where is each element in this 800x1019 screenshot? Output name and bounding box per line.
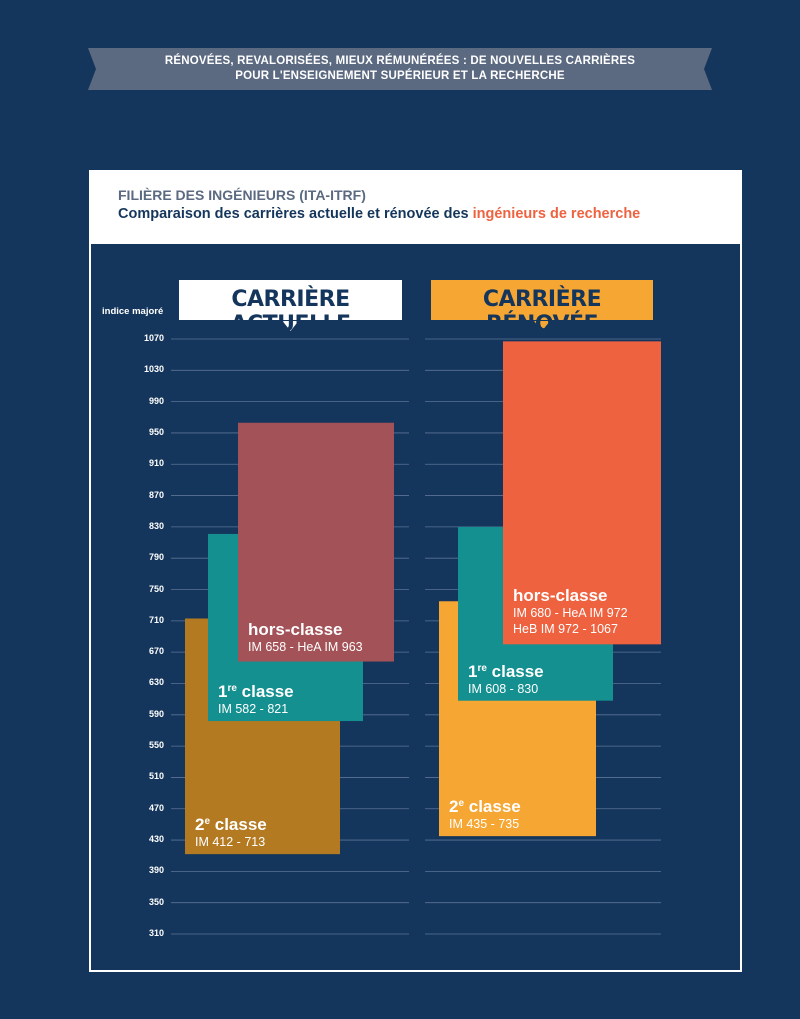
index-range: IM 412 - 713 (195, 835, 266, 850)
grade-name: 1re classe (468, 659, 544, 681)
bar-label: 1re classe IM 582 - 821 (218, 679, 294, 717)
banner-title-line1: RÉNOVÉES, REVALORISÉES, MIEUX RÉMUNÉRÉES… (164, 55, 636, 67)
y-tick-label: 350 (148, 896, 164, 907)
index-range: IM 582 - 821 (218, 702, 289, 717)
grade-suffix: classe (486, 661, 544, 681)
banner-title-line2: POUR L'ENSEIGNEMENT SUPÉRIEUR ET LA RECH… (235, 70, 565, 82)
career-bar (503, 341, 661, 645)
chart-card (89, 170, 742, 972)
grade-suffix: classe (210, 815, 267, 835)
y-tick-label: 1030 (143, 364, 164, 375)
y-tick-label: 750 (148, 583, 164, 594)
bar-label: 1re classe IM 608 - 830 (468, 659, 544, 697)
y-tick-label: 430 (148, 834, 164, 845)
y-tick-label: 790 (148, 552, 164, 563)
index-range: IM 435 - 735 (449, 817, 520, 832)
grade-main: hors-classe (513, 586, 608, 606)
grade-name: 2e classe (195, 812, 267, 834)
y-tick-label: 470 (148, 802, 164, 813)
grade-sup: re (477, 662, 487, 674)
y-tick-label: 670 (148, 646, 164, 657)
bar-label: hors-classe IM 658 - HeA IM 963 (248, 620, 363, 655)
group-title-box (179, 280, 402, 320)
section-title: FILIÈRE DES INGÉNIEURS (ITA-ITRF) (118, 187, 366, 203)
y-tick-label: 710 (148, 614, 164, 625)
card-header (89, 170, 742, 244)
grade-name: 1re classe (218, 679, 294, 701)
y-tick-label: 390 (148, 865, 164, 876)
y-tick-label: 630 (148, 677, 164, 688)
y-tick-label: 590 (148, 708, 164, 719)
group-title-pointer (534, 321, 550, 331)
grade-sup: e (204, 816, 211, 828)
career-bar (238, 422, 394, 662)
y-tick-label: 830 (148, 520, 164, 531)
grade-main: 1 (218, 682, 228, 702)
grade-main: 1 (468, 661, 478, 681)
grade-suffix: classe (464, 797, 521, 817)
group-title: CARRIÈRE RÉNOVÉE (482, 287, 602, 337)
grade-name: hors-classe (248, 620, 363, 639)
group-title: CARRIÈRE ACTUELLE (230, 287, 351, 337)
banner-ribbon (88, 48, 712, 90)
grade-name: hors-classe (513, 586, 628, 605)
y-tick-label: 950 (148, 426, 164, 437)
grade-main: hors-classe (248, 619, 343, 639)
y-tick-label: 550 (148, 740, 164, 751)
grade-main: 2 (195, 815, 205, 835)
grade-name: 2e classe (449, 794, 521, 816)
grade-suffix: classe (236, 682, 294, 702)
grade-sup: e (458, 798, 465, 810)
index-range: IM 658 - HeA IM 963 (248, 639, 363, 654)
subtitle-prefix: Comparaison des carrières actuelle et ré… (118, 206, 473, 222)
y-tick-label: 910 (148, 458, 164, 469)
bar-label: 2e classe IM 435 - 735 (449, 794, 521, 832)
y-tick-label: 990 (148, 395, 164, 406)
index-range-heb: HeB IM 972 - 1067 (513, 622, 618, 637)
y-axis-label: indice majoré (102, 306, 164, 317)
section-subtitle: Comparaison des carrières actuelle et ré… (118, 206, 640, 222)
subtitle-highlight: ingénieurs de recherche (472, 206, 641, 222)
y-tick-label: 870 (148, 489, 164, 500)
grade-main: 2 (449, 797, 459, 817)
group-title-box (431, 280, 653, 320)
index-range: IM 680 - HeA IM 972 (513, 606, 628, 621)
grade-sup: re (227, 683, 237, 695)
bar-label: 2e classe IM 412 - 713 (195, 812, 267, 850)
bar-label: hors-classe IM 680 - HeA IM 972 HeB IM 972… (513, 586, 628, 637)
index-range: IM 608 - 830 (468, 681, 539, 696)
y-tick-label: 310 (148, 928, 164, 938)
y-tick-label: 1070 (143, 333, 164, 343)
y-tick-label: 510 (148, 771, 164, 782)
group-title-pointer (282, 321, 299, 331)
